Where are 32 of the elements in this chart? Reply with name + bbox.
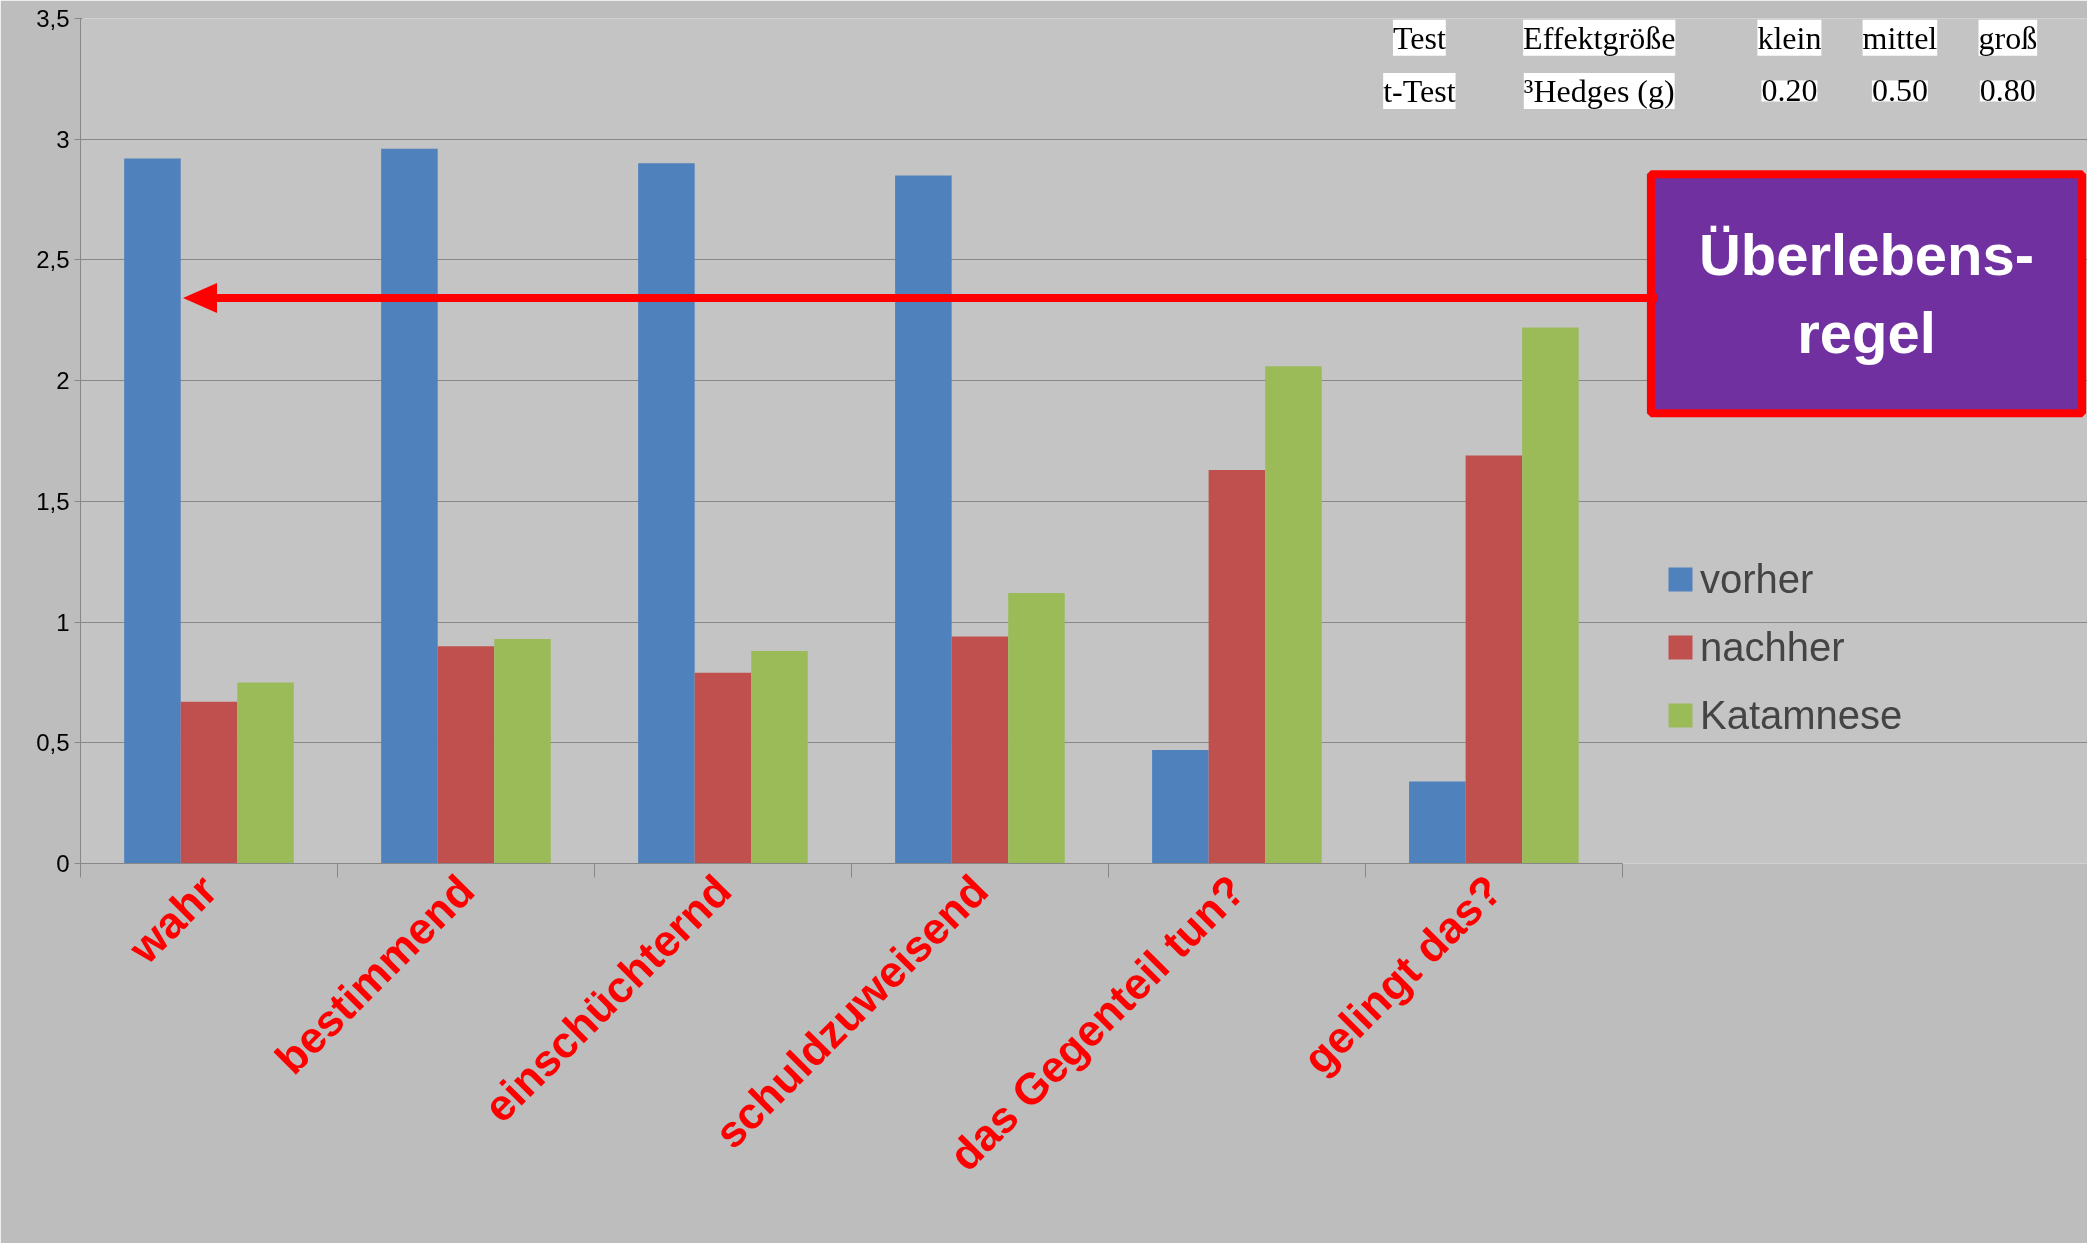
y-tick-label: 3 xyxy=(56,125,70,153)
bar xyxy=(751,651,808,864)
y-tick-label: 2 xyxy=(56,367,70,395)
y-tick-label: 3,5 xyxy=(36,5,70,32)
bar xyxy=(437,646,495,864)
bar xyxy=(1265,366,1322,864)
bar xyxy=(1008,593,1065,864)
bar xyxy=(638,163,695,864)
bar xyxy=(895,175,952,864)
y-tick-label: 1 xyxy=(56,608,70,636)
bar xyxy=(1522,327,1579,864)
bar xyxy=(694,672,752,864)
text: Test Effektgröße klein mittel groß xyxy=(1392,19,2038,56)
bar xyxy=(494,638,551,864)
y-tick-label: 1,5 xyxy=(36,487,70,515)
bar xyxy=(951,636,1009,864)
text: t-Test ³Hedges (g) 0.20 0.50 0.80 xyxy=(1383,72,2036,109)
text: Überlebens- regel xyxy=(1698,222,2035,366)
legend-label: vorher xyxy=(1700,555,1814,603)
bar xyxy=(1152,750,1209,864)
bar xyxy=(1409,781,1466,864)
bar xyxy=(124,158,181,864)
bar xyxy=(237,682,294,864)
y-tick-label: 0,5 xyxy=(36,729,70,757)
legend-label: nachher xyxy=(1700,623,1845,671)
bar xyxy=(1208,469,1266,864)
bar xyxy=(1465,455,1523,864)
bar xyxy=(180,701,238,864)
bar xyxy=(381,148,438,864)
y-tick-label: 2,5 xyxy=(36,246,70,274)
legend-label: Katamnese xyxy=(1700,691,1903,739)
y-tick-label: 0 xyxy=(56,850,70,877)
